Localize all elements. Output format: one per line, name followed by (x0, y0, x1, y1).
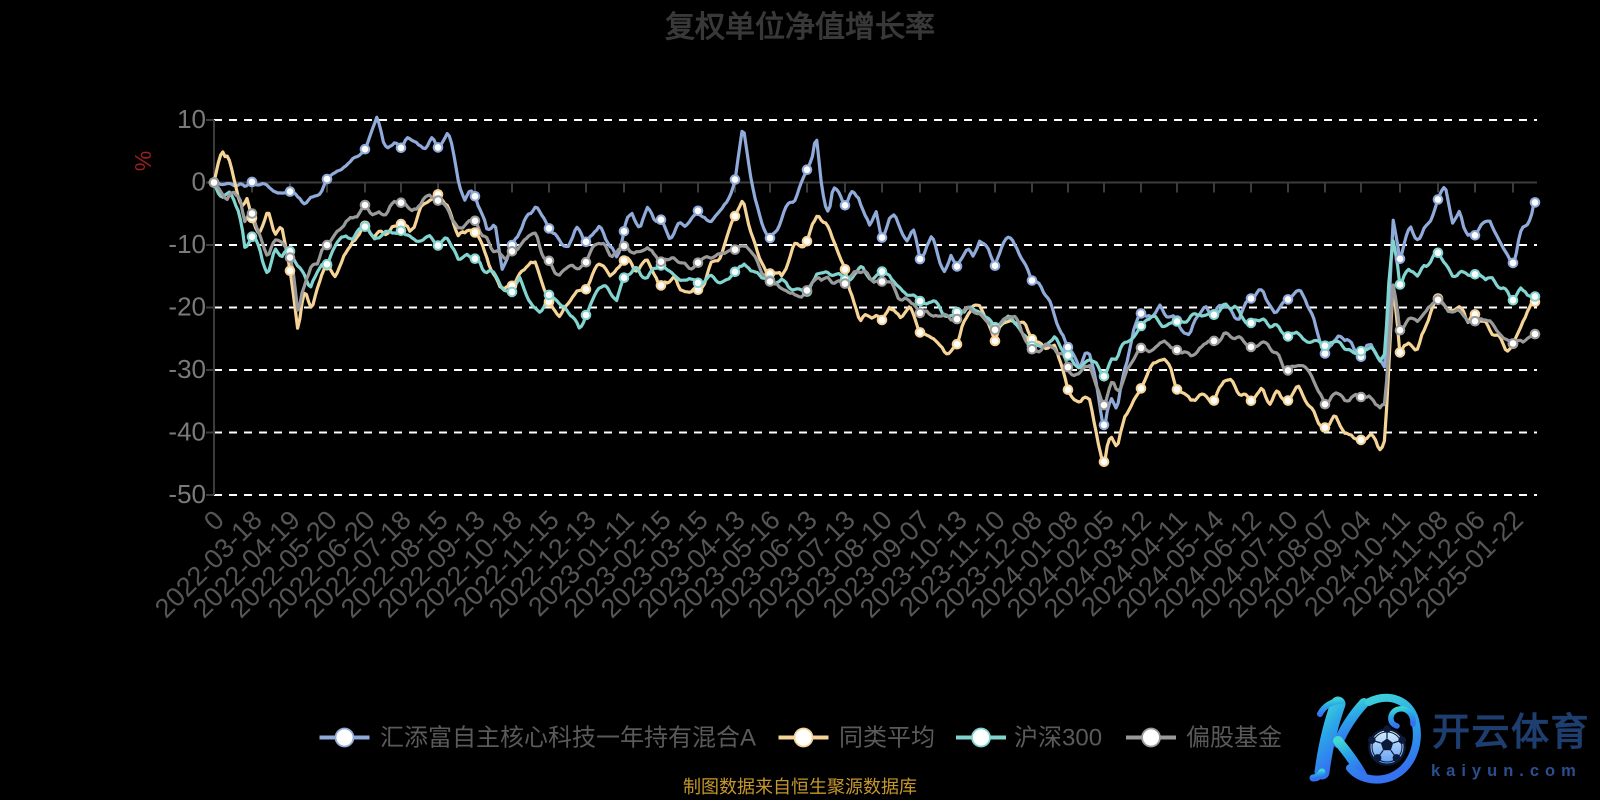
svg-text:-20: -20 (168, 291, 206, 321)
svg-text:开云体育: 开云体育 (1432, 712, 1590, 754)
svg-text:10: 10 (177, 104, 206, 134)
svg-text:同类平均: 同类平均 (839, 725, 935, 752)
svg-text:-30: -30 (168, 354, 206, 384)
svg-text:-10: -10 (168, 229, 206, 259)
svg-text:kaiyun.com: kaiyun.com (1431, 762, 1582, 780)
svg-text:-50: -50 (168, 479, 206, 509)
svg-text:-40: -40 (168, 416, 206, 446)
svg-text:偏股基金: 偏股基金 (1186, 725, 1282, 752)
svg-text:0: 0 (192, 166, 206, 196)
svg-text:复权单位净值增长率: 复权单位净值增长率 (665, 10, 935, 44)
svg-text:%: % (130, 151, 156, 171)
svg-text:沪深300: 沪深300 (1014, 725, 1102, 752)
svg-text:制图数据来自恒生聚源数据库: 制图数据来自恒生聚源数据库 (683, 777, 917, 797)
svg-text:汇添富自主核心科技一年持有混合A: 汇添富自主核心科技一年持有混合A (380, 725, 756, 752)
